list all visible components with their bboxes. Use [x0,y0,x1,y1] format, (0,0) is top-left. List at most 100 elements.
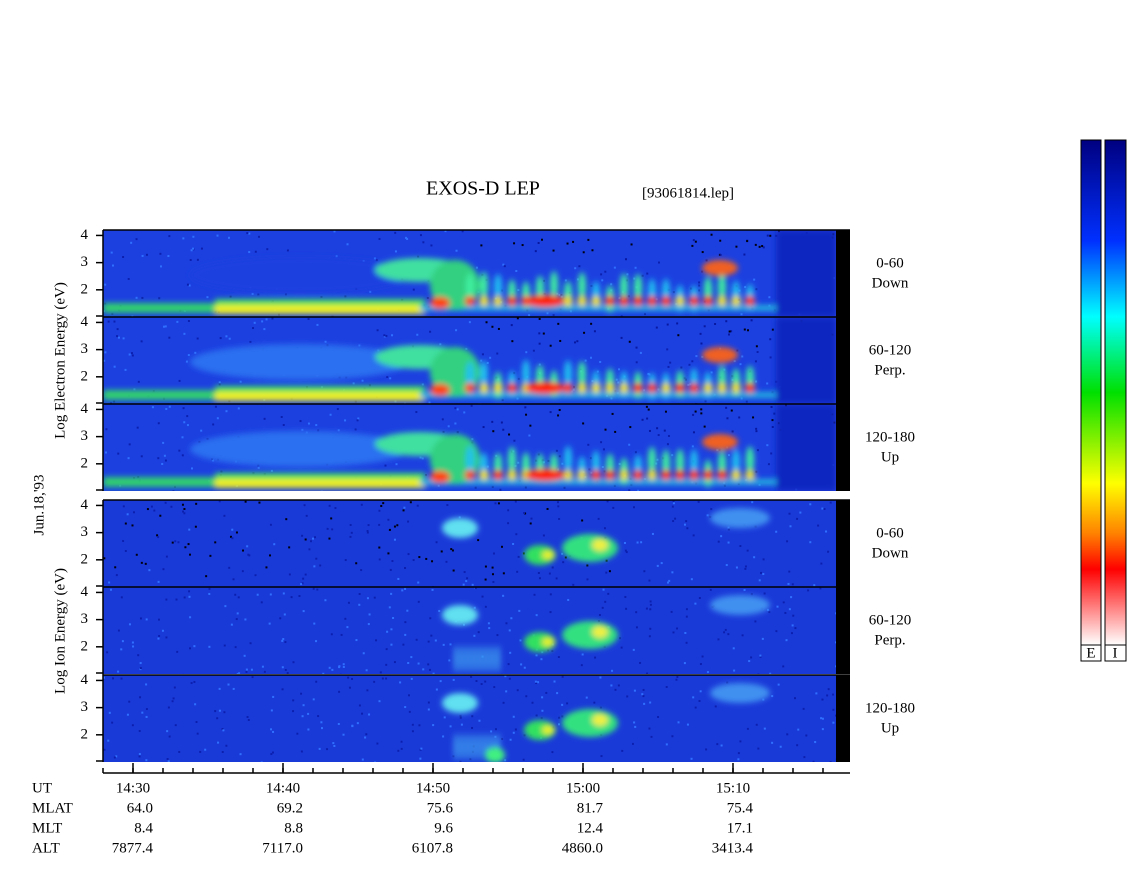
noise [598,614,601,617]
feature [634,274,642,303]
noise [419,757,422,760]
noise [618,368,621,371]
noise [112,264,115,267]
noise [247,718,250,721]
feature [717,296,727,306]
noise [516,689,519,692]
noise [439,343,442,346]
noise [491,420,494,423]
noise [107,739,110,742]
feature [542,638,554,646]
noise [642,695,645,698]
noise [193,645,196,648]
noise [286,671,289,674]
noise [270,753,273,756]
noise [759,655,762,658]
noise [508,677,511,680]
noise [248,251,251,254]
noise [113,365,116,368]
noise [437,484,440,487]
noise [717,638,720,641]
noise [558,716,561,719]
noise [131,724,134,727]
noise [517,377,520,380]
noise [508,629,511,632]
noise [131,641,134,644]
group-label: Log Electron Energy (eV) [52,282,68,439]
noise [771,741,774,744]
noise [279,617,282,620]
noise [340,633,343,636]
noise [507,663,510,666]
noise [189,616,192,619]
noise [373,680,376,683]
noise [475,680,478,683]
noise [178,750,181,753]
noise [141,711,144,714]
noise [392,617,395,620]
noise [690,757,693,760]
y-tick-label: 3 [81,341,89,357]
noise [282,423,285,426]
feature [605,296,615,306]
noise [504,759,507,762]
feature [460,733,464,761]
noise [288,573,291,576]
noise [236,612,239,615]
noise [755,470,758,473]
noise [563,486,566,489]
noise [538,332,541,335]
noise [551,649,554,652]
noise [351,725,354,728]
axes [96,229,850,774]
noise [667,434,670,437]
noise [263,417,266,420]
noise [234,646,237,649]
noise [501,399,504,402]
noise [494,728,497,731]
noise [663,429,666,432]
noise [186,283,189,286]
noise [716,743,719,746]
noise [605,559,608,562]
noise [832,693,835,696]
noise [192,235,195,238]
noise [456,431,459,434]
noise [333,230,336,233]
noise [600,441,603,444]
noise [326,748,329,751]
noise [164,325,167,328]
panel [103,230,836,317]
noise [552,313,555,316]
noise [168,235,171,238]
noise [502,594,505,597]
feature [103,390,215,400]
noise [176,650,179,653]
noise [835,665,836,668]
noise [419,748,422,751]
feature [190,344,410,380]
noise [266,248,269,251]
noise [461,230,464,233]
noise [375,639,378,642]
noise [455,329,458,332]
noise [124,550,127,553]
noise [356,419,359,422]
noise [335,255,338,258]
noise [223,514,226,517]
noise [330,517,333,520]
ephemeris-value: 69.2 [277,800,303,816]
noise [112,677,115,680]
noise [542,534,545,537]
noise [442,430,445,433]
noise [330,633,333,636]
feature [485,747,505,762]
noise [590,471,593,474]
direction-label: Up [881,449,899,465]
noise [566,702,569,705]
noise [788,608,791,611]
noise [484,578,487,581]
feature [776,404,836,491]
y-tick-label: 4 [81,401,89,417]
